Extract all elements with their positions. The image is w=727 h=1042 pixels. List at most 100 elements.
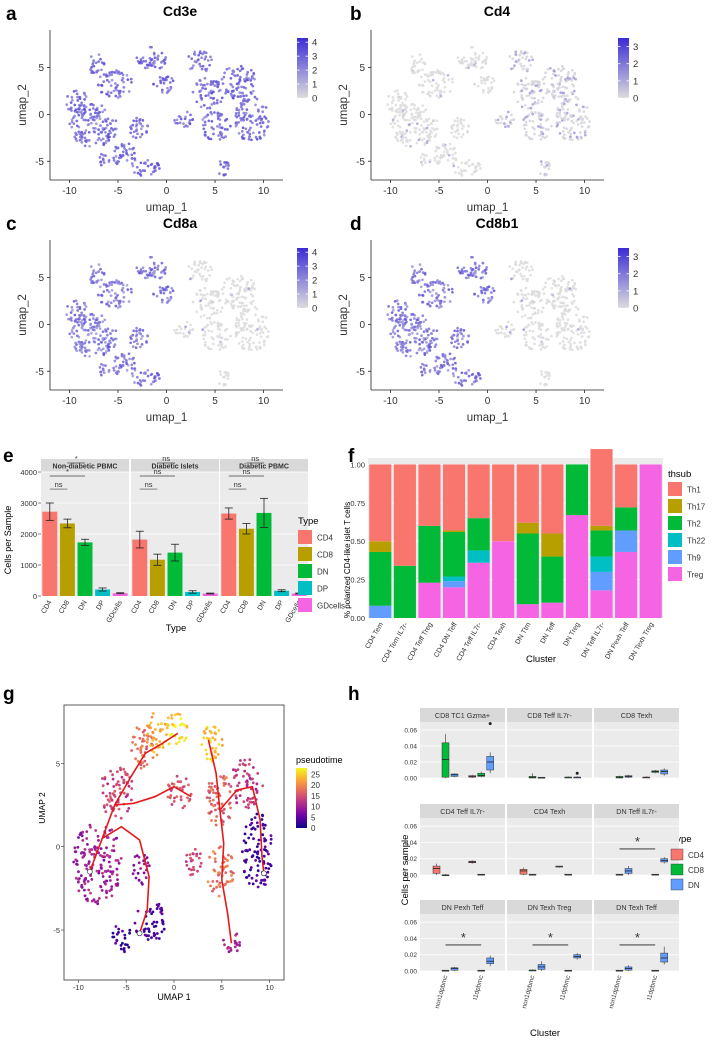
cell-point	[573, 281, 577, 285]
cell-point	[232, 73, 236, 77]
cell-point	[247, 874, 251, 877]
cell-point	[448, 142, 452, 146]
cell-point	[238, 763, 242, 767]
cell-point	[245, 318, 249, 321]
cell-point	[72, 89, 76, 93]
cell-point	[568, 287, 572, 290]
cell-point	[222, 346, 225, 350]
cell-point	[570, 278, 574, 282]
cell-point	[152, 292, 155, 296]
cell-point	[401, 135, 405, 139]
cell-point	[153, 933, 157, 937]
cell-point	[69, 101, 73, 104]
cell-point	[565, 111, 569, 115]
cell-point	[110, 894, 114, 898]
x-tick-label: 5	[212, 186, 218, 197]
cell-point	[75, 92, 79, 96]
cell-point	[141, 730, 145, 734]
cell-point	[454, 361, 457, 365]
x-tick-label: non1dpbmc	[521, 974, 537, 1009]
cell-point	[91, 325, 94, 329]
cell-point	[565, 127, 569, 131]
cell-point	[393, 332, 397, 335]
cell-point	[120, 288, 124, 292]
cell-point	[245, 286, 248, 289]
cell-point	[220, 287, 224, 291]
cell-point	[239, 285, 242, 289]
cell-point	[229, 76, 233, 80]
cell-point	[104, 120, 108, 123]
cell-point	[394, 313, 398, 317]
cell-point	[118, 156, 121, 160]
cell-point	[104, 131, 107, 134]
cell-point	[78, 307, 82, 311]
cell-point	[245, 283, 249, 286]
stacked-bar-segment	[541, 533, 564, 557]
cell-point	[196, 869, 199, 873]
cell-point	[583, 133, 587, 137]
cell-point	[234, 322, 238, 325]
y-tick-label: 0.00	[404, 776, 417, 783]
cell-point	[183, 723, 186, 727]
cell-point	[176, 712, 180, 716]
cell-point	[562, 99, 566, 103]
cell-point	[130, 334, 133, 338]
cell-point	[251, 781, 255, 785]
cell-point	[253, 827, 257, 831]
significance-label: *	[66, 467, 69, 476]
cell-point	[480, 79, 483, 83]
cell-point	[83, 882, 87, 886]
cell-point	[408, 130, 412, 134]
cell-point	[429, 121, 433, 125]
cell-point	[428, 349, 432, 352]
cell-point	[431, 336, 434, 340]
cell-point	[425, 131, 428, 134]
cell-point	[209, 757, 213, 761]
cell-point	[189, 113, 192, 117]
cell-point	[85, 867, 89, 871]
cell-point	[429, 129, 432, 133]
cell-point	[116, 780, 120, 783]
cell-point	[90, 71, 93, 75]
cell-point	[399, 97, 403, 101]
cell-point	[516, 293, 520, 296]
cell-point	[92, 126, 95, 130]
cell-point	[419, 156, 423, 159]
cell-point	[219, 845, 222, 849]
cell-point	[565, 337, 569, 341]
cell-point	[472, 271, 476, 275]
cell-point	[405, 349, 408, 353]
cell-point	[231, 295, 235, 299]
cell-point	[412, 118, 416, 121]
cell-point	[408, 340, 412, 344]
cell-point	[550, 334, 553, 338]
cell-point	[97, 869, 101, 873]
cell-point	[245, 327, 249, 331]
cell-point	[531, 329, 535, 333]
cell-point	[263, 129, 266, 133]
cell-point	[209, 137, 213, 141]
cell-point	[454, 368, 458, 372]
cell-point	[523, 313, 527, 317]
facet-strip	[594, 804, 679, 818]
cell-point	[158, 75, 162, 79]
cell-point	[139, 867, 143, 870]
cell-point	[573, 341, 576, 345]
cell-point	[188, 328, 192, 332]
cell-point	[105, 92, 108, 96]
cell-point	[139, 766, 143, 770]
cell-point	[423, 158, 426, 162]
cell-point	[154, 738, 158, 741]
cell-point	[89, 55, 93, 58]
cell-point	[567, 340, 570, 344]
cell-point	[267, 867, 271, 870]
cell-point	[487, 296, 490, 300]
cell-point	[441, 288, 445, 292]
y-tick-label: -5	[53, 926, 60, 935]
cell-point	[100, 152, 103, 156]
cell-point	[390, 316, 394, 320]
cell-point	[235, 88, 239, 91]
cell-point	[120, 354, 124, 358]
cell-point	[435, 329, 439, 333]
cell-point	[441, 144, 445, 148]
